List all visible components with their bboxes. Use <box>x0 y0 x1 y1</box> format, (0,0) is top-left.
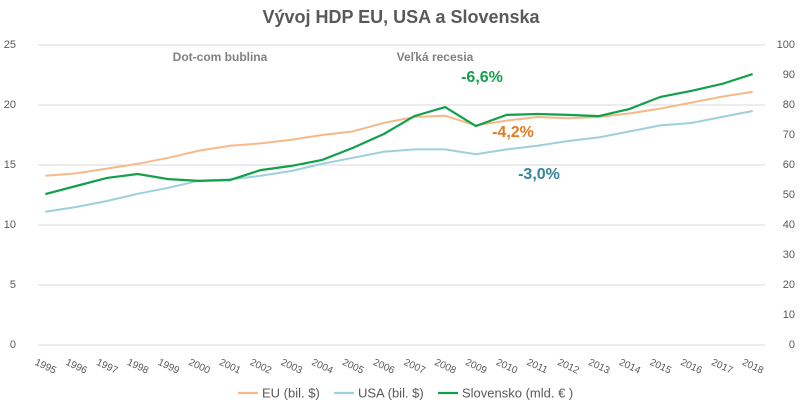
y2-tick-label: 100 <box>777 39 795 51</box>
x-tick-label: 1997 <box>94 357 119 377</box>
annotation: -3,0% <box>518 166 560 183</box>
y-tick-label: 20 <box>4 99 16 111</box>
y2-tick-label: 0 <box>789 339 795 351</box>
x-tick-label: 2012 <box>556 357 581 377</box>
legend-label: EU (bil. $) <box>262 385 320 400</box>
series-line <box>45 110 753 213</box>
x-tick-label: 2014 <box>617 357 642 377</box>
x-tick-label: 2005 <box>340 357 365 377</box>
x-tick-label: 1995 <box>33 357 58 377</box>
x-tick-label: 2007 <box>402 357 427 377</box>
y2-tick-label: 10 <box>783 309 795 321</box>
y2-tick-label: 90 <box>783 69 795 81</box>
y2-tick-label: 50 <box>783 189 795 201</box>
x-tick-label: 1996 <box>64 357 89 377</box>
y2-tick-label: 30 <box>783 249 795 261</box>
x-tick-label: 1998 <box>125 357 150 377</box>
x-tick-label: 2016 <box>679 357 704 377</box>
x-tick-label: 2000 <box>187 357 212 377</box>
x-tick-label: 2002 <box>248 357 273 377</box>
x-tick-label: 2008 <box>433 357 458 377</box>
y-tick-label: 25 <box>4 39 16 51</box>
annotation: Dot-com bublina <box>173 50 268 64</box>
x-tick-label: 2006 <box>371 357 396 377</box>
x-tick-label: 2015 <box>648 357 673 377</box>
x-tick-label: 2018 <box>740 357 765 377</box>
chart-title: Vývoj HDP EU, USA a Slovenska <box>262 7 540 27</box>
y2-tick-label: 70 <box>783 129 795 141</box>
y-tick-label: 15 <box>4 159 16 171</box>
legend-label: Slovensko (mld. € ) <box>462 385 573 400</box>
annotation: -4,2% <box>492 124 534 141</box>
series-line <box>45 73 753 196</box>
annotation: -6,6% <box>461 69 503 86</box>
y2-tick-label: 80 <box>783 99 795 111</box>
x-tick-label: 2011 <box>525 357 550 376</box>
annotation: Veľká recesia <box>397 50 474 64</box>
x-tick-label: 2001 <box>217 357 242 377</box>
y2-tick-label: 20 <box>783 279 795 291</box>
y-tick-label: 5 <box>10 279 16 291</box>
series-line <box>45 90 753 177</box>
x-tick-label: 1999 <box>156 357 181 377</box>
x-tick-label: 2013 <box>586 357 611 377</box>
x-tick-label: 2009 <box>463 357 488 377</box>
x-tick-label: 2017 <box>709 357 734 377</box>
x-tick-label: 2003 <box>279 357 304 377</box>
y2-tick-label: 60 <box>783 159 795 171</box>
x-tick-label: 2004 <box>310 357 335 377</box>
y-tick-label: 0 <box>10 339 16 351</box>
legend-label: USA (bil. $) <box>358 385 424 400</box>
y-tick-label: 10 <box>4 219 16 231</box>
x-tick-label: 2010 <box>494 357 519 377</box>
y2-tick-label: 40 <box>783 219 795 231</box>
